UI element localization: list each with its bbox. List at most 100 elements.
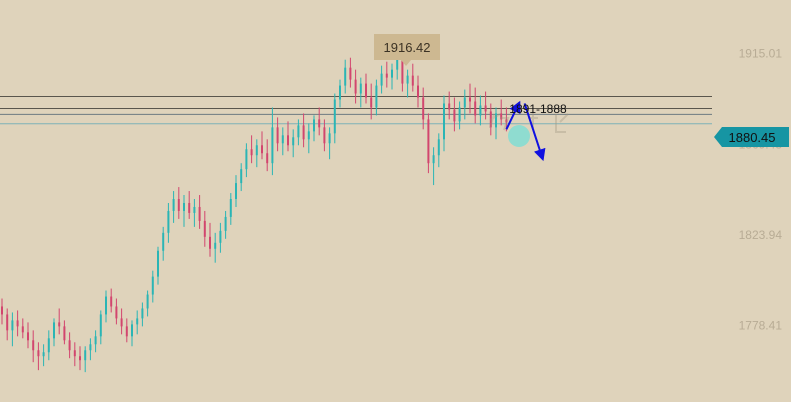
candle	[193, 199, 196, 227]
candle	[463, 89, 466, 120]
candle	[157, 246, 159, 285]
candle	[443, 95, 445, 152]
candle-body	[391, 69, 393, 78]
candle	[276, 117, 279, 152]
projection-arrow	[505, 100, 521, 130]
candle-body	[313, 119, 315, 132]
candle	[209, 222, 211, 257]
candle-body	[16, 320, 19, 327]
candle-body	[94, 336, 97, 345]
candle-body	[302, 125, 305, 140]
candle-body	[365, 83, 367, 98]
candle	[453, 97, 456, 132]
candle	[131, 320, 133, 347]
candle-body	[401, 59, 404, 84]
candle-body	[240, 169, 243, 184]
candle	[354, 69, 357, 104]
candle	[437, 133, 440, 168]
candle-body	[79, 356, 81, 361]
candle	[146, 290, 149, 317]
candle	[188, 191, 191, 219]
candle-body	[245, 149, 248, 170]
candle-body	[333, 99, 336, 134]
projection-arrows	[505, 100, 546, 162]
candle-body	[417, 85, 419, 98]
candle-body	[1, 306, 3, 315]
candle	[219, 222, 222, 253]
candle	[214, 232, 217, 263]
candle	[313, 115, 315, 142]
candle-body	[89, 344, 92, 351]
candle	[203, 210, 206, 247]
candle-body	[53, 322, 55, 339]
candle	[224, 210, 227, 239]
candle-body	[396, 59, 399, 70]
candle	[495, 107, 497, 140]
candle-body	[292, 137, 295, 146]
candle-body	[261, 145, 263, 154]
candle	[359, 77, 362, 108]
candle-body	[505, 119, 508, 123]
candle-body	[162, 232, 165, 251]
candle	[318, 107, 321, 136]
candle-body	[469, 97, 471, 102]
candle-body	[177, 199, 180, 211]
candle-body	[198, 206, 201, 221]
candle-body	[443, 103, 445, 140]
candle-body	[136, 318, 139, 325]
candle-body	[375, 85, 378, 108]
candle	[250, 135, 253, 164]
candle	[47, 330, 50, 361]
candle-body	[323, 127, 326, 144]
candle	[255, 139, 258, 168]
candle	[68, 332, 71, 359]
candle-body	[99, 314, 102, 337]
candle-body	[110, 296, 113, 307]
candle-body	[484, 105, 487, 112]
candle-body	[266, 153, 269, 164]
candle	[1, 298, 3, 325]
candle-body	[271, 127, 274, 164]
candle	[198, 195, 201, 229]
candle-body	[193, 206, 196, 213]
candle	[323, 119, 326, 152]
candle	[385, 61, 388, 88]
candles	[1, 50, 508, 373]
candle	[484, 91, 487, 120]
candle-body	[354, 79, 357, 94]
candle-body	[297, 125, 300, 138]
candle-body	[349, 67, 352, 80]
candle	[151, 270, 154, 303]
candle-body	[339, 85, 341, 100]
candle	[411, 63, 414, 92]
current-price-tag: 1880.45	[714, 127, 789, 147]
candle	[333, 93, 336, 144]
candle	[125, 318, 128, 343]
candle	[307, 123, 310, 154]
candle	[94, 330, 97, 353]
candle	[380, 65, 383, 94]
candle-body	[6, 314, 9, 331]
y-tick-label: 1778.41	[739, 319, 783, 333]
candle	[183, 195, 185, 227]
candle-body	[224, 216, 227, 231]
candle-body	[370, 97, 373, 108]
candle-body	[183, 202, 185, 211]
candle-body	[27, 332, 29, 341]
candle-body	[307, 131, 310, 140]
candle	[281, 127, 284, 156]
candle-body	[58, 322, 61, 327]
candle	[136, 310, 139, 335]
high-callout: 1916.42	[374, 34, 440, 66]
candle-body	[495, 113, 497, 128]
price-tag-box	[714, 127, 789, 147]
candle	[427, 113, 430, 174]
candle	[448, 91, 451, 120]
candle-body	[42, 352, 45, 357]
candle	[469, 83, 471, 114]
candle-body	[214, 242, 217, 249]
candle	[120, 308, 123, 335]
candle	[172, 191, 175, 223]
candle	[271, 107, 274, 176]
